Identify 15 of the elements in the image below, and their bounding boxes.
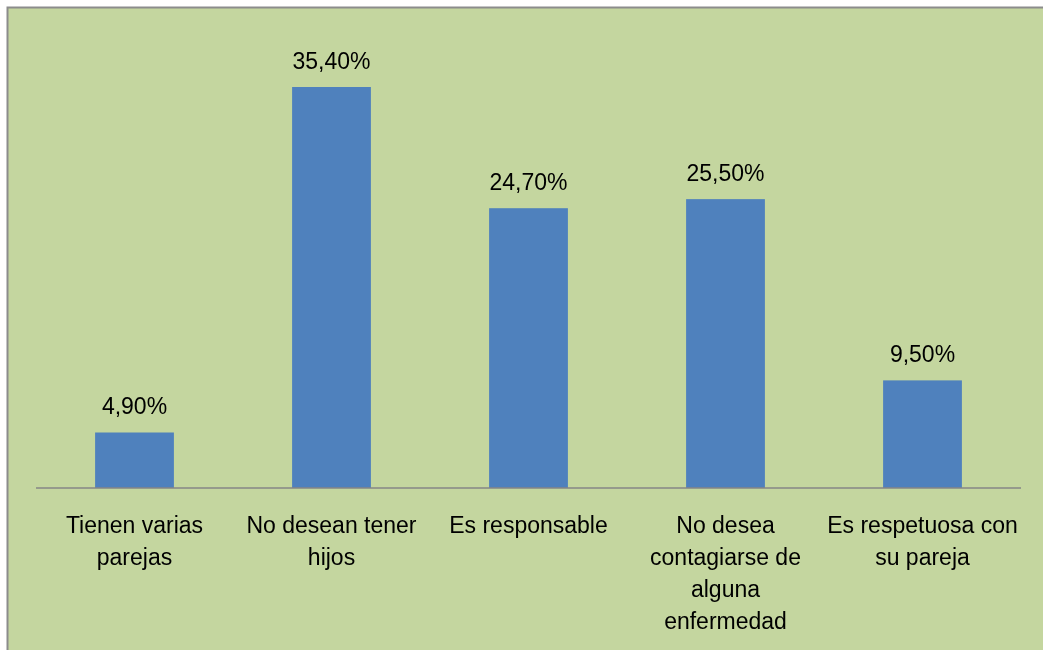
x-tick-label: Tienen varias parejas	[65, 512, 204, 570]
x-tick-label: No desean tener hijos	[246, 512, 417, 570]
bar	[95, 432, 174, 488]
x-tick-label: Es responsable	[449, 512, 608, 538]
x-tick-label: Es respetuosa con su pareja	[827, 512, 1018, 570]
data-label: 4,90%	[101, 393, 168, 420]
bar	[292, 87, 371, 488]
bar	[686, 199, 765, 488]
bar	[883, 380, 962, 488]
data-label: 25,50%	[686, 160, 765, 187]
bar	[489, 208, 568, 488]
x-tick-label: No desea contagiarse de alguna enfermedad	[650, 512, 801, 634]
data-label: 9,50%	[889, 341, 956, 368]
data-label: 24,70%	[489, 169, 568, 196]
data-label: 35,40%	[292, 48, 371, 74]
